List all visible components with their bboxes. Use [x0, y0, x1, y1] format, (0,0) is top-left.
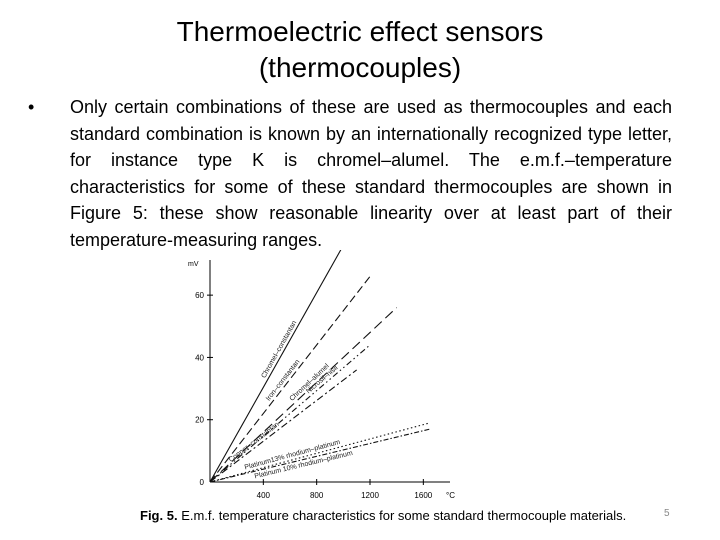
bullet-text: Only certain combinations of these are u… [70, 97, 672, 250]
x-tick-label: 1600 [414, 491, 432, 500]
x-tick-label: 1200 [361, 491, 379, 500]
y-tick-label: 20 [195, 416, 204, 425]
series-line-1 [209, 276, 371, 483]
series-line-2 [209, 307, 398, 483]
series-line-3 [209, 369, 358, 483]
bullet-marker: • [28, 97, 35, 117]
series-line-4 [209, 344, 371, 483]
series-line-0 [209, 250, 342, 483]
title-line-2: (thermocouples) [258, 52, 462, 83]
y-tick-label: 40 [195, 353, 204, 362]
origin-label: 0 [200, 478, 205, 487]
caption-label: Fig. 5. [140, 508, 178, 523]
y-tick-label: 60 [195, 291, 204, 300]
slide-title: Thermoelectric effect sensors (thermocou… [0, 14, 720, 86]
caption-text: E.m.f. temperature characteristics for s… [181, 508, 627, 523]
title-line-1: Thermoelectric effect sensors [176, 16, 544, 47]
x-tick-label: 400 [257, 491, 271, 500]
y-axis-label: mV [188, 261, 199, 268]
x-axis-label: °C [446, 491, 455, 500]
x-tick-label: 800 [310, 491, 324, 500]
figure-caption: Fig. 5. E.m.f. temperature characteristi… [140, 508, 710, 524]
slide-number: 5 [664, 508, 670, 519]
series-line-6 [209, 428, 431, 483]
